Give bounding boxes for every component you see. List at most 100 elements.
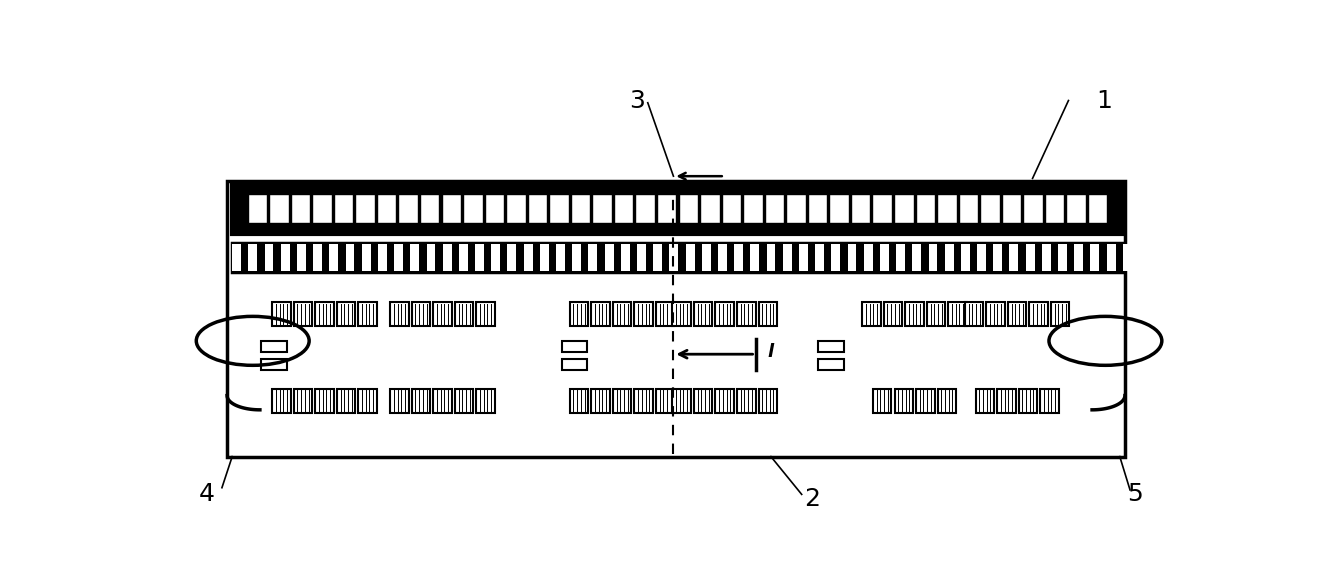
Bar: [737, 302, 756, 327]
Bar: [261, 341, 286, 352]
Bar: [896, 244, 906, 271]
Bar: [782, 244, 792, 271]
Bar: [1002, 194, 1021, 223]
Bar: [722, 194, 741, 223]
Bar: [700, 194, 720, 223]
Bar: [694, 302, 712, 327]
Bar: [395, 244, 402, 271]
Bar: [884, 302, 902, 327]
Bar: [592, 194, 612, 223]
Bar: [506, 194, 526, 223]
Bar: [334, 194, 354, 223]
Bar: [248, 194, 267, 223]
Bar: [613, 388, 632, 413]
Bar: [673, 302, 691, 327]
Bar: [765, 194, 784, 223]
Bar: [1066, 194, 1086, 223]
Bar: [678, 194, 698, 223]
Bar: [670, 244, 678, 271]
Bar: [1023, 194, 1043, 223]
Bar: [751, 244, 759, 271]
Bar: [426, 244, 436, 271]
Bar: [927, 302, 945, 327]
Bar: [281, 244, 290, 271]
Bar: [880, 244, 888, 271]
Bar: [355, 194, 375, 223]
Bar: [959, 194, 978, 223]
Bar: [786, 194, 806, 223]
Bar: [686, 244, 695, 271]
Bar: [1074, 244, 1083, 271]
Bar: [420, 194, 440, 223]
Bar: [986, 302, 1005, 327]
Bar: [1045, 194, 1064, 223]
Bar: [433, 388, 451, 413]
Bar: [291, 194, 310, 223]
Bar: [455, 388, 474, 413]
Bar: [636, 194, 655, 223]
Bar: [873, 388, 891, 413]
Bar: [477, 302, 495, 327]
Bar: [694, 388, 712, 413]
Bar: [637, 244, 646, 271]
Bar: [613, 302, 632, 327]
Bar: [571, 194, 591, 223]
Bar: [433, 302, 451, 327]
Bar: [336, 388, 355, 413]
Bar: [655, 388, 674, 413]
Bar: [605, 244, 613, 271]
Bar: [561, 358, 588, 370]
Bar: [1123, 244, 1132, 271]
Bar: [273, 302, 291, 327]
Bar: [1026, 244, 1034, 271]
Bar: [475, 244, 485, 271]
Bar: [507, 244, 516, 271]
Bar: [572, 244, 581, 271]
Bar: [1058, 244, 1067, 271]
Bar: [399, 194, 418, 223]
Bar: [614, 194, 633, 223]
Bar: [912, 244, 922, 271]
Bar: [1018, 388, 1037, 413]
Bar: [459, 244, 467, 271]
Bar: [863, 244, 873, 271]
Text: 4: 4: [199, 483, 214, 506]
Bar: [294, 302, 312, 327]
Bar: [993, 244, 1002, 271]
Bar: [655, 302, 674, 327]
Bar: [735, 244, 743, 271]
Bar: [228, 180, 1125, 457]
Bar: [961, 244, 969, 271]
Bar: [948, 302, 967, 327]
Bar: [862, 302, 880, 327]
Bar: [524, 244, 532, 271]
Bar: [798, 244, 808, 271]
Bar: [895, 388, 914, 413]
Bar: [653, 244, 662, 271]
Bar: [759, 388, 777, 413]
Bar: [297, 244, 306, 271]
Bar: [743, 194, 763, 223]
Bar: [1051, 302, 1070, 327]
Bar: [588, 244, 597, 271]
Bar: [976, 388, 994, 413]
Bar: [1041, 388, 1059, 413]
Bar: [412, 302, 430, 327]
Text: 1: 1: [1096, 88, 1112, 113]
Bar: [634, 302, 653, 327]
Bar: [759, 302, 777, 327]
Bar: [831, 244, 841, 271]
Bar: [442, 244, 451, 271]
Bar: [315, 302, 334, 327]
Bar: [441, 194, 461, 223]
Bar: [906, 302, 924, 327]
Bar: [556, 244, 565, 271]
Bar: [377, 244, 387, 271]
Bar: [232, 183, 1123, 234]
Bar: [965, 302, 984, 327]
Bar: [463, 194, 482, 223]
Bar: [330, 244, 338, 271]
Bar: [818, 358, 843, 370]
Bar: [718, 244, 727, 271]
Bar: [232, 243, 1123, 272]
